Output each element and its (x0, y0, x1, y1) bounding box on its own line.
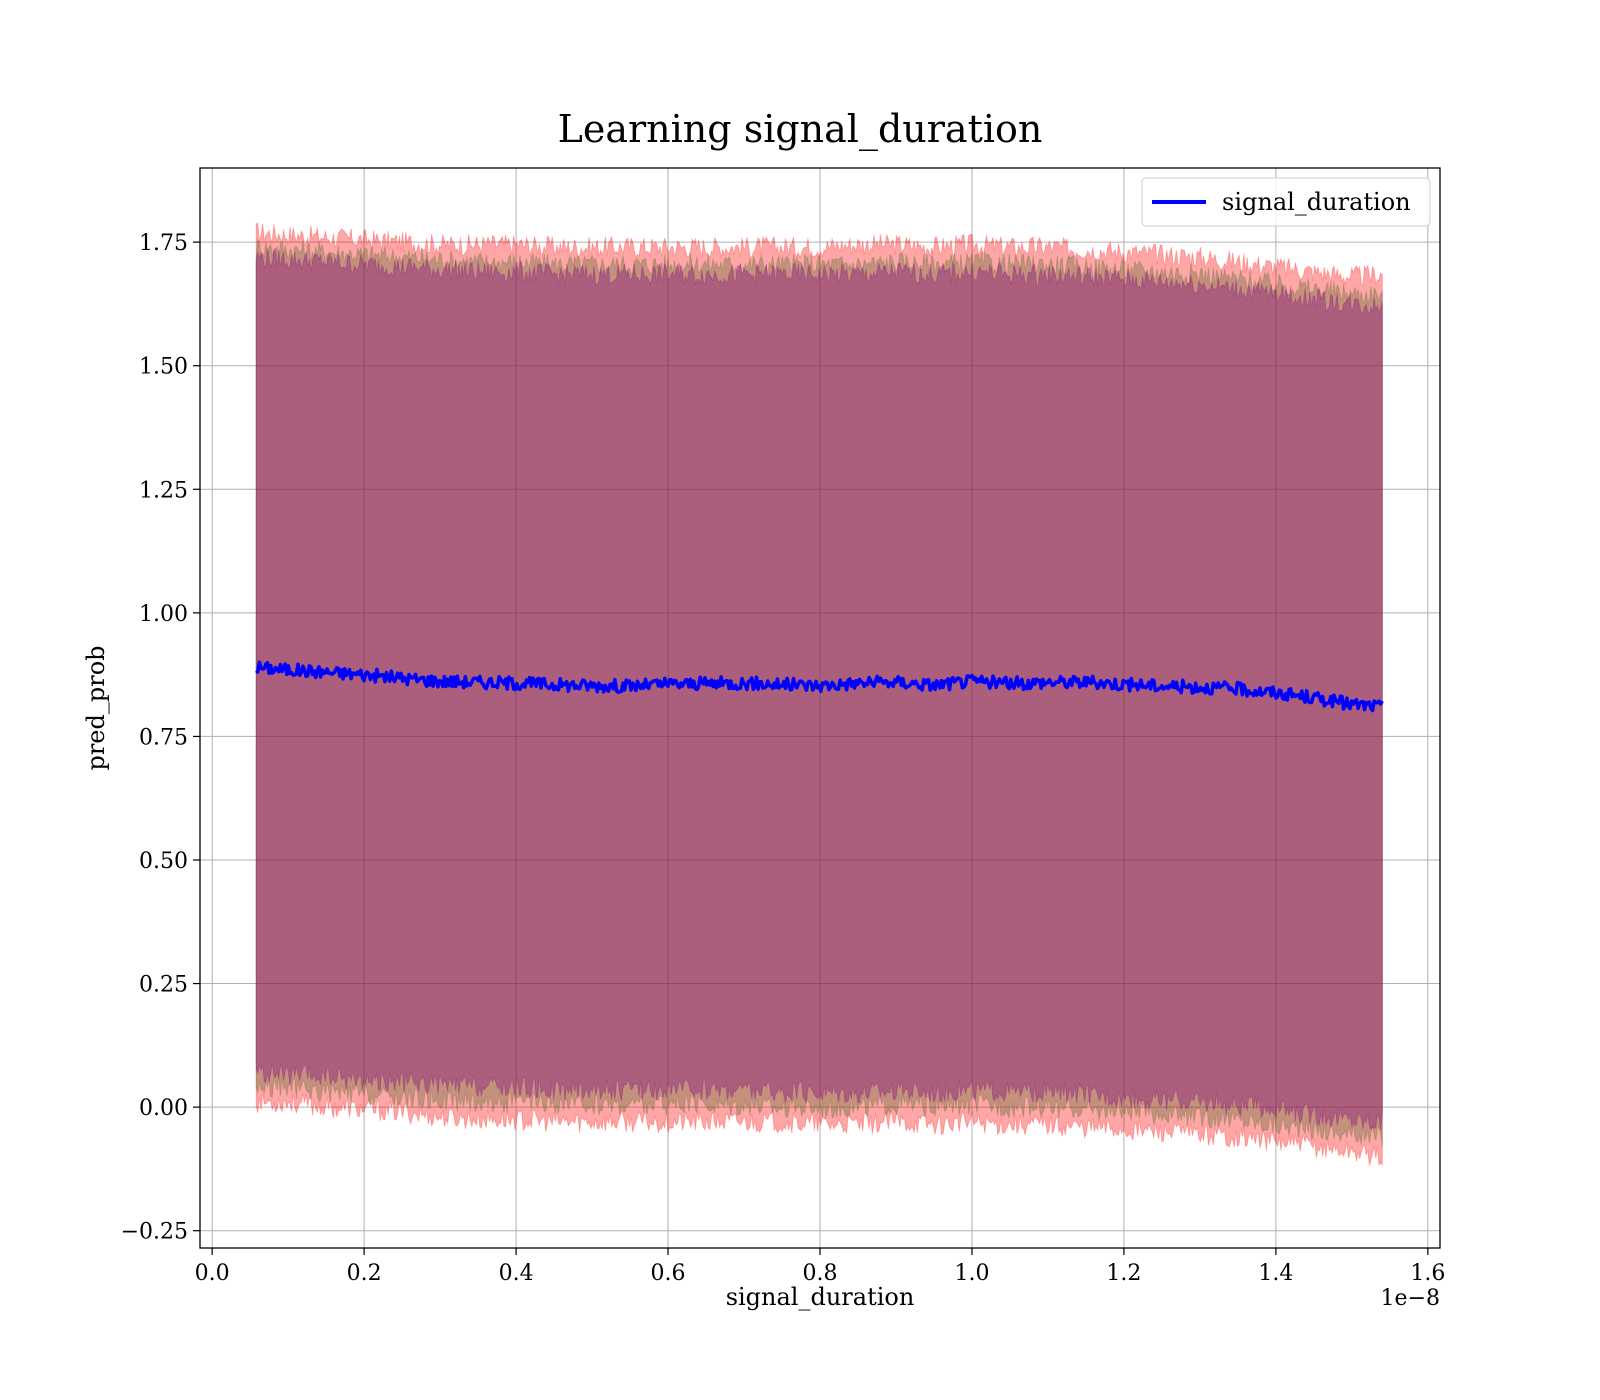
confidence-band (255, 238, 1383, 1148)
x-tick-label: 0.4 (499, 1261, 534, 1286)
x-tick-label: 1.6 (1410, 1261, 1445, 1286)
y-tick-label: 0.50 (139, 849, 188, 874)
x-tick-label: 0.8 (803, 1261, 838, 1286)
x-tick-label: 1.4 (1258, 1261, 1293, 1286)
y-tick-label: 0.75 (139, 725, 188, 750)
y-tick-label: 1.75 (139, 231, 188, 256)
x-tick-label: 0.2 (347, 1261, 382, 1286)
x-tick-label: 0.0 (195, 1261, 230, 1286)
grid (200, 168, 1440, 1248)
x-axis-offset-label: 1e−8 (1381, 1286, 1440, 1311)
y-tick-label: 1.25 (139, 478, 188, 503)
x-axis-label: signal_duration (726, 1283, 915, 1311)
y-tick-label: −0.25 (121, 1220, 188, 1245)
confidence-band (255, 222, 1383, 1167)
y-tick-label: 1.50 (139, 355, 188, 380)
x-tick-label: 0.6 (651, 1261, 686, 1286)
y-tick-label: 0.00 (139, 1096, 188, 1121)
y-tick-label: 0.25 (139, 973, 188, 998)
legend-label: signal_duration (1222, 188, 1411, 216)
axis-ticks: 0.0 0.2 0.4 0.6 0.8 1.0 1.2 1.4 1.6 −0.25 0.00 0.25… (121, 231, 1446, 1286)
legend: signal_duration (1141, 177, 1431, 227)
y-axis-label: pred_prob (82, 645, 110, 770)
series-lines (255, 660, 1384, 713)
y-tick-label: 1.00 (139, 602, 188, 627)
x-tick-label: 1.0 (954, 1261, 989, 1286)
series-line (255, 660, 1384, 713)
chart-title: Learning signal_duration (558, 107, 1043, 152)
x-tick-label: 1.2 (1106, 1261, 1141, 1286)
legend-box (1141, 177, 1431, 227)
